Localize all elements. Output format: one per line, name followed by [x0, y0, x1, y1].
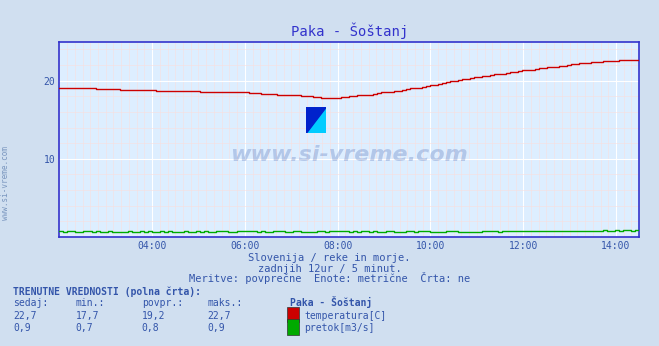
Text: 22,7: 22,7 [13, 311, 37, 321]
Text: 19,2: 19,2 [142, 311, 165, 321]
Text: Slovenija / reke in morje.: Slovenija / reke in morje. [248, 253, 411, 263]
Text: 0,8: 0,8 [142, 324, 159, 334]
Text: 0,9: 0,9 [208, 324, 225, 334]
Title: Paka - Šoštanj: Paka - Šoštanj [291, 22, 408, 39]
Text: 17,7: 17,7 [76, 311, 100, 321]
Text: www.si-vreme.com: www.si-vreme.com [231, 145, 468, 165]
Text: sedaj:: sedaj: [13, 298, 48, 308]
Text: povpr.:: povpr.: [142, 298, 183, 308]
Polygon shape [306, 107, 326, 133]
Text: 22,7: 22,7 [208, 311, 231, 321]
Text: min.:: min.: [76, 298, 105, 308]
Text: maks.:: maks.: [208, 298, 243, 308]
Text: zadnjih 12ur / 5 minut.: zadnjih 12ur / 5 minut. [258, 264, 401, 274]
Text: TRENUTNE VREDNOSTI (polna črta):: TRENUTNE VREDNOSTI (polna črta): [13, 286, 201, 297]
Text: temperatura[C]: temperatura[C] [304, 311, 387, 321]
Text: 0,7: 0,7 [76, 324, 94, 334]
Text: www.si-vreme.com: www.si-vreme.com [1, 146, 10, 220]
Text: pretok[m3/s]: pretok[m3/s] [304, 324, 375, 334]
Polygon shape [306, 107, 326, 133]
Text: Meritve: povprečne  Enote: metrične  Črta: ne: Meritve: povprečne Enote: metrične Črta:… [189, 272, 470, 284]
Text: Paka - Šoštanj: Paka - Šoštanj [290, 296, 372, 308]
Text: 0,9: 0,9 [13, 324, 31, 334]
